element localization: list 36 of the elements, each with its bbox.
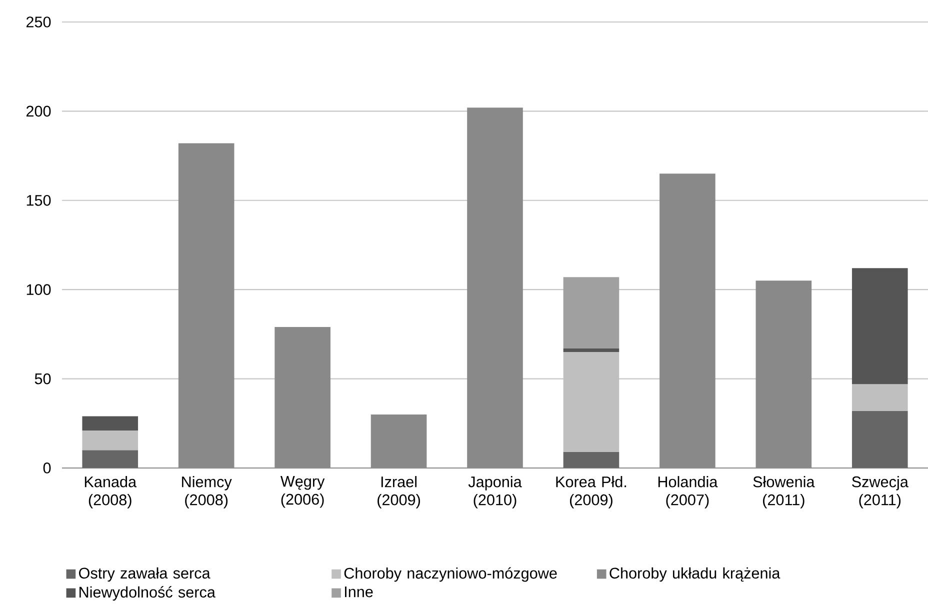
bar — [563, 352, 620, 452]
y-tick-label: 0 — [43, 462, 51, 474]
legend-label: Inne — [345, 586, 373, 598]
bar — [852, 384, 908, 411]
bar — [370, 414, 427, 468]
y-tick-label: 250 — [26, 16, 51, 28]
x-tick-label: Szwecja (2011) — [852, 476, 908, 508]
x-tick-label: Węgry (2006) — [280, 476, 325, 508]
x-tick-label: Izrael (2009) — [378, 476, 420, 508]
x-tick-label: Słowenia (2011) — [753, 476, 815, 508]
x-tick-label: Korea Płd. (2009) — [556, 476, 626, 508]
x-tick-label: Niemcy (2008) — [182, 476, 232, 508]
legend-label: Ostry zawała serca — [79, 567, 210, 582]
legend-label: Choroby naczyniowo-mózgowe — [344, 567, 557, 582]
bar — [852, 410, 908, 468]
legend-label: Choroby układu krążenia — [610, 567, 780, 582]
y-tick-label: 150 — [26, 194, 51, 206]
bar — [756, 280, 812, 468]
y-tick-label: 50 — [34, 373, 51, 384]
bar — [274, 327, 330, 468]
x-tick-label: Japonia (2010) — [468, 476, 522, 508]
y-tick-label: 100 — [26, 284, 51, 296]
bar — [178, 143, 234, 468]
bar — [467, 108, 523, 468]
legend-label: Niewydolność serca — [80, 586, 216, 601]
bar — [82, 430, 138, 450]
bar — [563, 452, 620, 468]
y-tick-label: 200 — [26, 106, 51, 117]
bar — [660, 174, 716, 468]
bar — [82, 450, 138, 468]
bar — [563, 277, 620, 348]
x-tick-label: Holandia (2007) — [658, 476, 718, 508]
x-tick-label: Kanada (2008) — [84, 476, 137, 508]
bar — [82, 416, 138, 431]
bar — [563, 348, 620, 352]
bar — [852, 268, 908, 384]
